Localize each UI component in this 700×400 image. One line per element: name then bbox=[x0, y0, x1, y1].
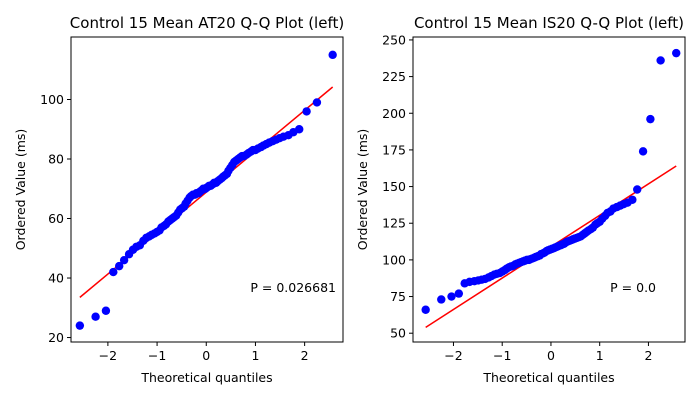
y-tick-label: 40 bbox=[48, 271, 64, 286]
data-point bbox=[302, 107, 311, 116]
data-point bbox=[638, 147, 648, 156]
data-point bbox=[312, 98, 322, 107]
y-tick-label: 250 bbox=[382, 32, 406, 47]
plot-frame bbox=[70, 36, 344, 343]
chart-title: Control 15 Mean IS20 Q-Q Plot (left) bbox=[414, 14, 684, 32]
x-tick-label: −2 bbox=[444, 348, 462, 363]
data-point bbox=[672, 48, 681, 58]
y-tick-label: 100 bbox=[40, 92, 64, 107]
x-tick-label: 1 bbox=[251, 348, 259, 363]
x-tick-label: −1 bbox=[148, 348, 166, 363]
data-point bbox=[656, 56, 665, 65]
data-point bbox=[101, 306, 111, 315]
y-axis-label: Ordered Value (ms) bbox=[13, 129, 28, 251]
data-point bbox=[328, 50, 337, 60]
data-point bbox=[119, 255, 129, 265]
data-point bbox=[75, 321, 85, 330]
p-value-annotation: P = 0.0 bbox=[610, 280, 656, 295]
y-tick-label: 20 bbox=[48, 330, 64, 345]
x-tick-label: −1 bbox=[493, 348, 511, 363]
p-value-annotation: P = 0.026681 bbox=[250, 280, 336, 295]
x-tick-label: 2 bbox=[301, 348, 309, 363]
axis-ticks: −2 −1 0 1 2 20 40 60 80 100 bbox=[40, 92, 308, 363]
data-point bbox=[421, 305, 430, 314]
data-point bbox=[295, 125, 304, 134]
data-point bbox=[633, 185, 642, 194]
y-tick-label: 75 bbox=[390, 289, 406, 304]
qq-plot-is20: Control 15 Mean IS20 Q-Q Plot (left) −2 −… bbox=[355, 14, 686, 385]
x-tick-label: 0 bbox=[547, 348, 555, 363]
x-axis-label: Theoretical quantiles bbox=[482, 370, 614, 385]
data-points bbox=[421, 48, 681, 314]
x-tick-label: 1 bbox=[596, 348, 604, 363]
y-tick-label: 125 bbox=[382, 216, 406, 231]
y-tick-label: 60 bbox=[48, 211, 64, 226]
y-tick-label: 100 bbox=[382, 252, 406, 267]
x-axis-label: Theoretical quantiles bbox=[140, 370, 272, 385]
x-tick-label: −2 bbox=[99, 348, 117, 363]
data-point bbox=[447, 292, 456, 301]
data-point bbox=[91, 312, 100, 321]
data-point bbox=[628, 195, 637, 204]
y-axis-label: Ordered Value (ms) bbox=[355, 129, 370, 251]
qq-plot-at20: Control 15 Mean AT20 Q-Q Plot (left) −2−… bbox=[13, 14, 344, 385]
data-point bbox=[437, 295, 446, 304]
y-tick-label: 80 bbox=[48, 152, 64, 167]
data-point bbox=[646, 114, 655, 124]
y-tick-label: 150 bbox=[382, 179, 406, 194]
x-tick-label: 0 bbox=[202, 348, 210, 363]
y-tick-label: 200 bbox=[382, 106, 406, 121]
data-point bbox=[109, 267, 118, 277]
data-point bbox=[115, 261, 124, 271]
y-tick-label: 225 bbox=[382, 69, 406, 84]
x-tick-label: 2 bbox=[644, 348, 652, 363]
data-point bbox=[454, 289, 464, 298]
y-tick-label: 175 bbox=[382, 142, 406, 157]
chart-title: Control 15 Mean AT20 Q-Q Plot (left) bbox=[70, 14, 344, 32]
y-tick-label: 50 bbox=[390, 326, 406, 341]
plot-frame bbox=[412, 36, 686, 343]
data-points bbox=[75, 50, 337, 330]
